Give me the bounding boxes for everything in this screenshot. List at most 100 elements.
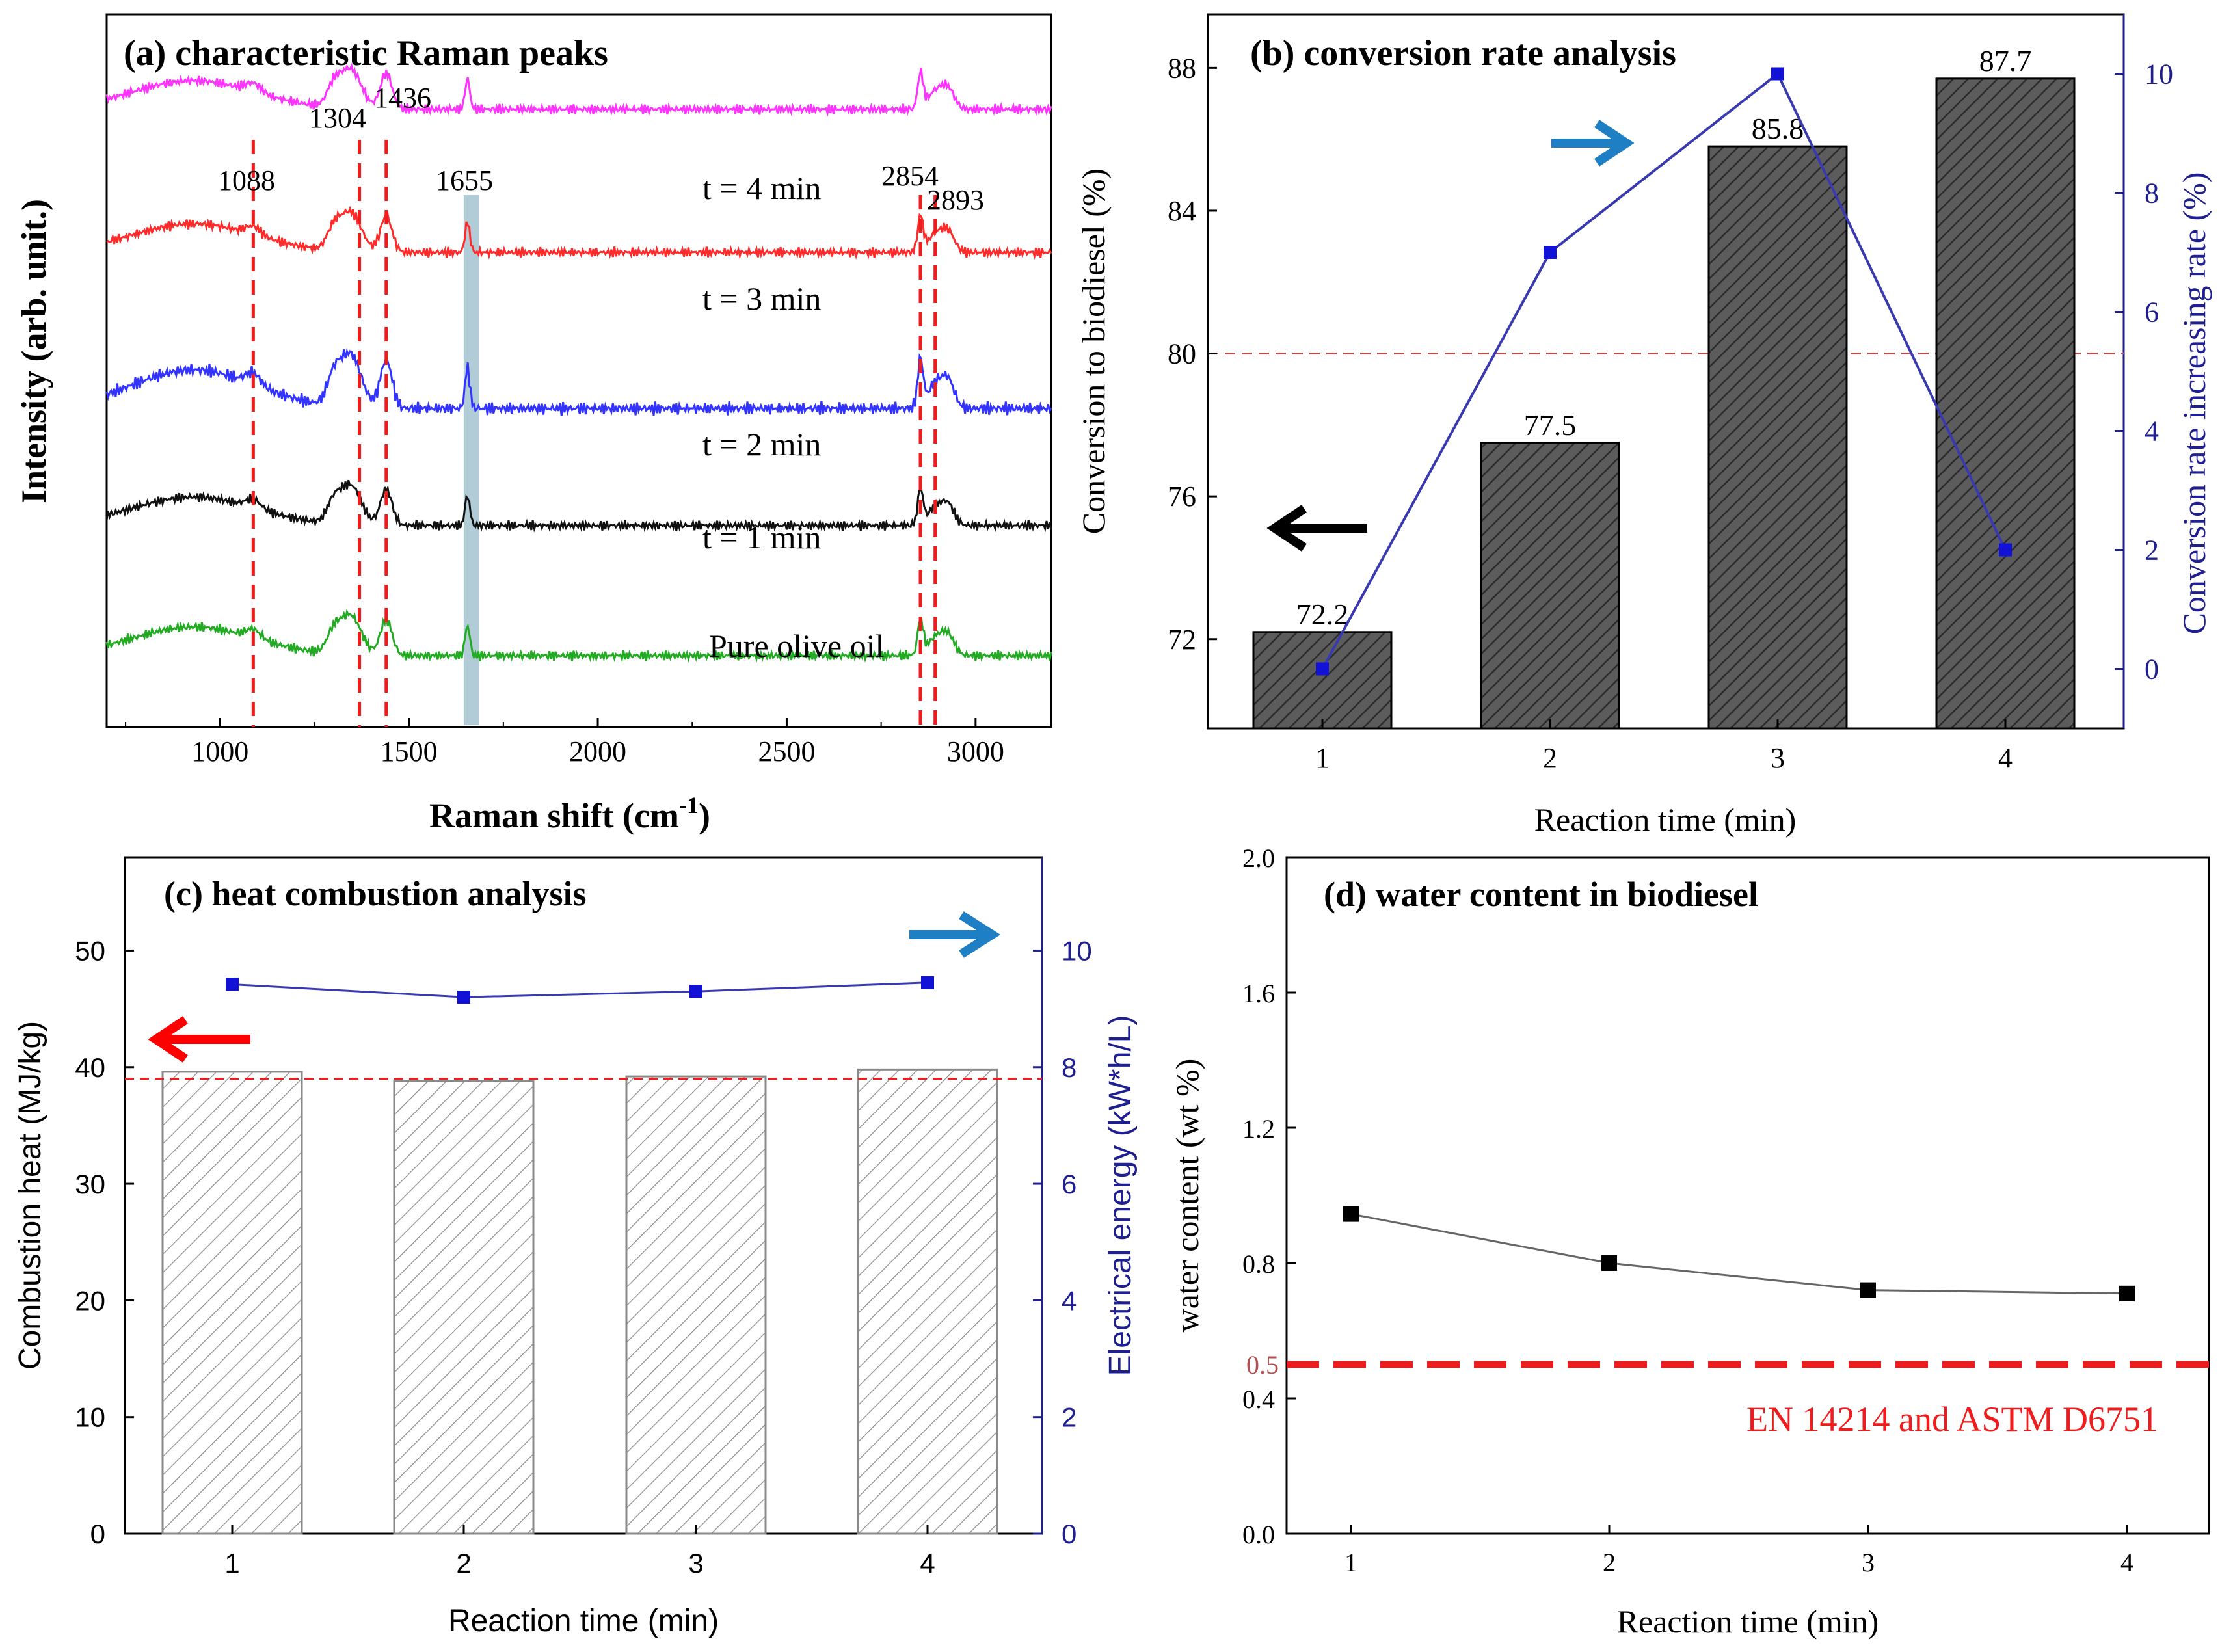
panel-d-x-axis-label: Reaction time (min) (1617, 1603, 1879, 1640)
y-left-tick-label: 80 (1168, 338, 1196, 370)
x-tick-label: 2 (1603, 1548, 1616, 1577)
series-line (105, 348, 1052, 416)
series-label: t = 4 min (702, 170, 821, 206)
panel-c-x-axis-label: Reaction time (min) (448, 1604, 719, 1638)
peak-label-1088: 1088 (218, 165, 275, 196)
panel-c-y-left-label: Combustion heat (MJ/kg) (13, 1021, 47, 1370)
x-tick-label: 2 (456, 1548, 471, 1579)
panel-d-title: (d) water content in biodiesel (1324, 875, 1758, 914)
increase-rate-point (1316, 662, 1329, 676)
y-tick-label: 2.0 (1242, 844, 1275, 873)
y-right-tick-label: 0 (1062, 1519, 1077, 1549)
bar-value-label: 85.8 (1752, 112, 1804, 145)
x-tick-label: 4 (2120, 1548, 2133, 1577)
water-content-point (1343, 1206, 1359, 1222)
bar-value-label: 87.7 (1979, 44, 2032, 77)
panel-b-y-right-label: Conversion rate increasing rate (%) (2176, 172, 2212, 635)
bar (625, 1075, 767, 1535)
y-tick-label: 0.8 (1242, 1249, 1275, 1279)
series-line (106, 206, 1052, 260)
panel-a-y-axis-label: Intensity (arb. unit.) (14, 199, 53, 503)
bar-value-label: 77.5 (1524, 408, 1577, 442)
x-tick-label: 1500 (381, 736, 438, 767)
y-left-tick-label: 88 (1168, 52, 1196, 84)
x-tick-label: 1 (1344, 1548, 1357, 1577)
peak-label-2854: 2854 (881, 160, 939, 192)
panel-c-heat: (c) heat combustion analysis 01020304050… (13, 856, 1138, 1638)
peak-label-1304: 1304 (309, 102, 366, 134)
increase-rate-line (1321, 72, 2007, 670)
panel-d-y-axis-label: water content (wt %) (1169, 1059, 1205, 1333)
y-left-tick-label: 50 (75, 935, 105, 966)
arrow-black-left (1266, 505, 1367, 552)
bar (1480, 442, 1620, 730)
peak-label-2893: 2893 (927, 184, 984, 216)
arrow-red-left (148, 1016, 250, 1063)
y-left-tick-label: 20 (75, 1285, 105, 1316)
bar (1252, 631, 1393, 730)
y-tick-label: 1.2 (1242, 1114, 1275, 1143)
series-label: t = 2 min (702, 426, 821, 462)
y-right-tick-label: 10 (2145, 59, 2173, 90)
electrical-energy-line (232, 981, 928, 998)
panel-a-raman: (a) characteristic Raman peaks 1000 1500 2… (14, 13, 1052, 835)
x-tick-label: 3 (688, 1548, 703, 1579)
increase-rate-point (1999, 543, 2012, 557)
panel-c-title: (c) heat combustion analysis (164, 874, 587, 913)
x-tick-label: 1 (1315, 742, 1330, 774)
y-left-tick-label: 10 (75, 1402, 105, 1433)
panel-a-title: (a) characteristic Raman peaks (124, 33, 608, 73)
arrow-blue-right (1551, 120, 1635, 167)
series-label: t = 3 min (702, 280, 821, 317)
y-right-tick-label: 4 (1062, 1285, 1077, 1316)
panel-b-title: (b) conversion rate analysis (1250, 33, 1676, 73)
water-content-point (1601, 1255, 1617, 1271)
y-right-tick-label: 2 (2145, 535, 2159, 566)
bar (1707, 145, 1848, 730)
y-left-tick-label: 0 (90, 1519, 105, 1549)
panel-a-frame (105, 13, 1052, 728)
y-right-tick-label: 2 (1062, 1402, 1077, 1433)
y-tick-label: 0.0 (1242, 1520, 1275, 1549)
y-right-tick-label: 6 (1062, 1169, 1077, 1199)
bar-value-label: 72.2 (1296, 598, 1349, 631)
bar (161, 1071, 303, 1535)
band-1655 (463, 195, 479, 725)
reference-note: EN 14214 and ASTM D6751 (1746, 1400, 2158, 1439)
panel-a-x-axis-label: Raman shift (cm-1) (429, 792, 710, 835)
x-tick-label: 1 (224, 1548, 239, 1579)
y-left-tick-label: 72 (1168, 624, 1196, 656)
bar (857, 1068, 998, 1535)
panel-d-frame (1285, 856, 2210, 1535)
panel-b-x-axis-label: Reaction time (min) (1534, 801, 1797, 838)
highlight-band (463, 195, 479, 725)
electrical-energy-point (689, 985, 702, 998)
y-left-tick-label: 40 (75, 1052, 105, 1083)
panel-b-y-left-label: Conversion to biodiesel (%) (1075, 168, 1112, 534)
x-tick-label: 2 (1543, 742, 1557, 774)
water-content-line (1350, 1213, 2128, 1295)
y-left-tick-label: 84 (1168, 195, 1196, 227)
peak-label-1436: 1436 (374, 82, 431, 114)
x-tick-label: 4 (1998, 742, 2013, 774)
electrical-energy-point (226, 978, 239, 991)
y-right-tick-label: 8 (1062, 1052, 1077, 1083)
series-line (105, 479, 1052, 533)
increase-rate-point (1771, 67, 1784, 81)
x-tick-label: 2000 (569, 736, 626, 767)
series-line (105, 608, 1052, 663)
y-tick-label: 0.4 (1242, 1385, 1275, 1414)
water-content-point (1860, 1282, 1876, 1298)
y-right-tick-label: 10 (1062, 935, 1092, 966)
increase-rate-point (1544, 246, 1557, 259)
x-tick-label: 2500 (758, 736, 815, 767)
panel-d-water: (d) water content in biodiesel 0.5 0.0 0.… (1169, 844, 2210, 1640)
y-left-tick-label: 76 (1168, 481, 1196, 513)
series-line (105, 62, 1052, 117)
peak-label-1655: 1655 (436, 165, 493, 196)
bar (393, 1080, 535, 1535)
panel-c-y-right-label: Electrical energy (kW*h/L) (1103, 1015, 1138, 1376)
y-left-tick-label: 30 (75, 1169, 105, 1199)
electrical-energy-point (921, 976, 934, 989)
